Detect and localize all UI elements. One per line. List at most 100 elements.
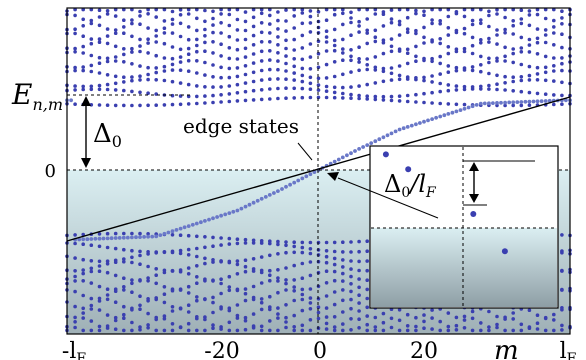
bulk-dot [73, 325, 77, 330]
bulk-dot [146, 103, 150, 108]
edge-dot [487, 101, 491, 106]
bulk-dot [324, 315, 329, 319]
bulk-dot [219, 93, 223, 97]
bulk-dot [535, 12, 540, 17]
bulk-dot [316, 316, 321, 321]
bulk-dot [203, 60, 207, 65]
bulk-dot [73, 68, 77, 73]
bulk-dot [130, 231, 134, 236]
bulk-dot [162, 270, 167, 275]
bulk-dot [81, 65, 85, 69]
bulk-dot [73, 274, 77, 279]
bulk-dot [292, 298, 297, 303]
bulk-dot [446, 33, 451, 37]
bulk-dot [292, 263, 297, 268]
bulk-dot [154, 297, 158, 302]
bulk-dot [268, 22, 272, 26]
bulk-dot [511, 328, 515, 333]
bulk-dot [454, 323, 459, 328]
bulk-dot [259, 78, 264, 82]
bulk-dot [73, 7, 77, 12]
bulk-dot [430, 18, 434, 22]
bulk-dot [487, 83, 491, 88]
bulk-dot [414, 28, 418, 33]
bulk-dot [162, 300, 167, 305]
bulk-dot [203, 49, 207, 53]
bulk-dot [292, 37, 297, 42]
bulk-dot [495, 87, 499, 92]
bulk-dot [479, 41, 483, 45]
bulk-dot [186, 321, 191, 326]
edge-dot [162, 231, 167, 236]
bulk-dot [235, 47, 240, 52]
bulk-dot [195, 234, 199, 239]
bulk-dot [81, 68, 85, 73]
bulk-dot [430, 90, 434, 95]
bulk-dot [503, 81, 507, 85]
bulk-dot [560, 269, 564, 273]
bulk-dot [292, 57, 297, 61]
bulk-dot [186, 233, 191, 238]
bulk-dot [324, 327, 329, 331]
bulk-dot [89, 63, 94, 68]
bulk-dot [324, 249, 329, 253]
bulk-dot [138, 44, 142, 48]
edge-dot [203, 219, 207, 223]
bulk-dot [146, 311, 150, 316]
bulk-dot [543, 78, 548, 83]
edge-dot [507, 100, 512, 105]
bulk-dot [535, 52, 540, 56]
bulk-dot [560, 16, 564, 20]
bulk-dot [292, 278, 297, 282]
bulk-dot [81, 84, 85, 89]
bulk-dot [487, 9, 491, 14]
bulk-dot [527, 103, 532, 107]
bulk-dot [519, 328, 524, 333]
bulk-dot [211, 300, 215, 305]
bulk-dot [81, 311, 85, 315]
edge-dot [178, 226, 183, 231]
bulk-dot [97, 284, 102, 289]
bulk-dot [324, 7, 329, 12]
bulk-dot [422, 25, 426, 30]
bulk-dot [186, 253, 191, 257]
edge-dot [207, 217, 211, 222]
bulk-dot [130, 78, 134, 83]
bulk-dot [276, 268, 280, 272]
bulk-dot [349, 54, 353, 59]
bulk-dot [178, 60, 183, 64]
bulk-dot [365, 97, 370, 101]
bulk-dot [178, 13, 183, 17]
bulk-dot [511, 47, 515, 51]
bulk-dot [332, 95, 337, 100]
bulk-dot [308, 95, 313, 100]
bulk-dot [535, 91, 540, 96]
edge-dot [308, 172, 313, 177]
bulk-dot [373, 65, 378, 70]
bulk-dot [462, 314, 467, 319]
bulk-dot [560, 68, 564, 73]
bulk-dot [341, 322, 345, 326]
bulk-dot [381, 328, 386, 333]
bulk-dot [552, 79, 556, 83]
bulk-dot [211, 85, 215, 89]
bulk-dot [268, 253, 272, 258]
bulk-dot [203, 256, 207, 261]
bulk-dot [227, 46, 232, 50]
bulk-dot [162, 56, 167, 60]
edge-dot [125, 235, 130, 240]
bulk-dot [276, 10, 280, 14]
bulk-dot [527, 326, 532, 331]
bulk-dot [113, 327, 118, 332]
bulk-dot [446, 14, 451, 19]
bulk-dot [178, 68, 183, 72]
edge-dot [227, 211, 232, 216]
edge-dot [276, 189, 280, 194]
bulk-dot [552, 7, 556, 12]
bulk-dot [365, 7, 370, 12]
bulk-dot [138, 253, 142, 258]
bulk-dot [105, 262, 110, 266]
bulk-dot [195, 43, 199, 48]
bulk-dot [122, 259, 126, 264]
edge-dot [158, 233, 163, 238]
